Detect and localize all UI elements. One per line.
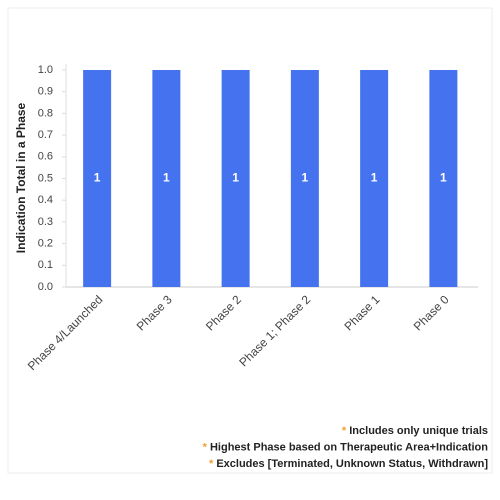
- bar: [152, 70, 181, 287]
- bar: [221, 70, 250, 287]
- data-label: 1: [302, 171, 309, 185]
- y-tick-label: 0.6: [38, 151, 53, 163]
- footnote-text: Includes only unique trials: [349, 425, 488, 437]
- data-label: 1: [94, 171, 101, 185]
- y-tick-label: 0.4: [38, 194, 53, 206]
- footnote-marker: *: [203, 441, 208, 453]
- bar: [360, 70, 389, 287]
- data-label: 1: [371, 171, 378, 185]
- data-label: 1: [440, 171, 447, 185]
- y-tick-label: 0.9: [38, 86, 53, 98]
- y-tick-label: 0.8: [38, 107, 53, 119]
- y-tick-label: 1.0: [38, 64, 53, 76]
- bar: [83, 70, 112, 287]
- y-tick-label: 0.7: [38, 129, 53, 141]
- footnote-text: Highest Phase based on Therapeutic Area+…: [210, 441, 488, 453]
- footnote: * Includes only unique trials: [342, 425, 488, 437]
- y-tick-label: 0.1: [38, 259, 53, 271]
- footnote: * Highest Phase based on Therapeutic Are…: [203, 441, 489, 453]
- y-tick-label: 0.3: [38, 216, 53, 228]
- footnote-text: Excludes [Terminated, Unknown Status, Wi…: [216, 458, 488, 470]
- footnote-marker: *: [342, 425, 347, 437]
- y-tick-label: 0.2: [38, 238, 53, 250]
- y-axis-title: Indication Total in a Phase: [14, 102, 28, 253]
- card: [7, 7, 493, 474]
- data-label: 1: [232, 171, 239, 185]
- bar: [429, 70, 458, 287]
- y-tick-label: 0.5: [38, 172, 53, 184]
- y-tick-label: 0.0: [38, 281, 53, 293]
- footnote: * Excludes [Terminated, Unknown Status, …: [209, 458, 488, 470]
- data-label: 1: [163, 171, 170, 185]
- footnote-marker: *: [209, 458, 214, 470]
- bar: [290, 70, 319, 287]
